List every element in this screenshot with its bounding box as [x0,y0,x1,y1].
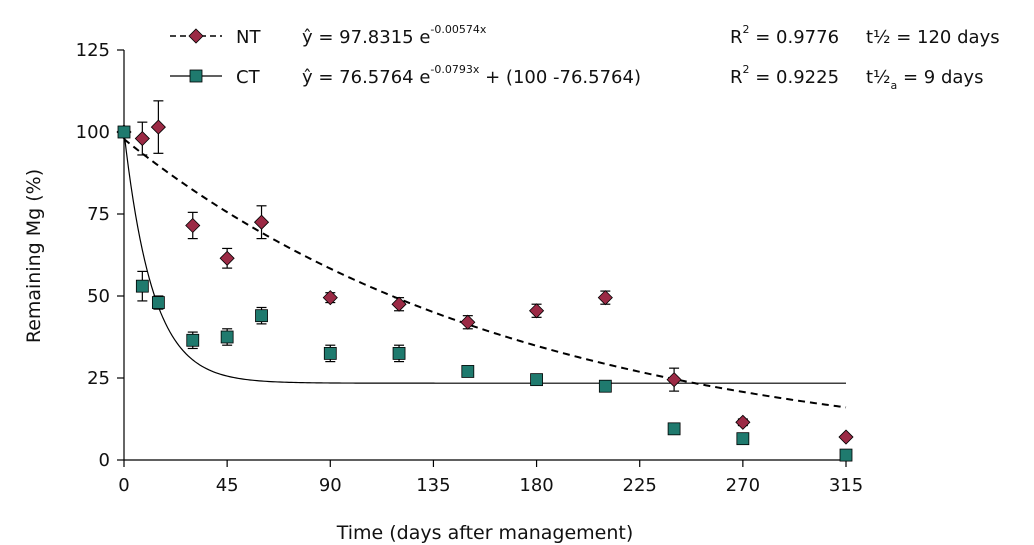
nt-point [150,119,166,135]
nt-point [219,250,235,266]
legend-entry-ct: CT ŷ = 76.5764 e-0.0793x + (100 -76.5764… [170,63,983,92]
y-tick-label: 125 [76,40,110,61]
nt-point [322,290,338,306]
x-tick-label: 45 [216,475,239,496]
y-tick-label: 100 [76,122,110,143]
ct-point [598,379,612,393]
nt-point [391,296,407,312]
y-tick-label: 75 [87,204,110,225]
y-tick-label: 0 [99,450,110,471]
x-ticks: 0 45 90 135 180 225 270 315 [118,460,863,496]
nt-half-life: t½ = 120 days [866,27,1000,48]
ct-point [323,346,337,360]
nt-r-squared: R2 = 0.9776 [730,23,839,48]
ct-point [117,125,131,139]
nt-point [597,290,613,306]
ct-point [220,330,234,344]
fit-curves [123,131,847,409]
x-axis-title: Time (days after management) [336,522,634,544]
nt-legend-label: NT [236,27,261,48]
x-tick-label: 90 [319,475,342,496]
ct-point [461,365,475,378]
ct-point [151,296,165,309]
y-ticks: 0 25 50 75 100 125 [76,40,124,471]
nt-point [666,372,682,388]
legend-entry-nt: NT ŷ = 97.8315 e-0.00574x R2 = 0.9776 t½… [170,23,1000,48]
ct-half-life: t½a = 9 days [866,67,983,92]
data-markers [116,119,854,462]
x-tick-label: 315 [829,475,863,496]
nt-fit-curve [123,138,847,409]
ct-point [667,422,681,436]
ct-fit-curve [123,131,846,384]
nt-point [253,214,270,230]
nt-point [460,314,476,330]
nt-point [838,429,854,445]
x-tick-label: 180 [519,475,553,496]
nt-point [185,217,201,234]
ct-point [186,333,200,347]
x-tick-label: 225 [623,475,657,496]
nt-point [529,303,545,319]
x-tick-label: 270 [726,475,760,496]
ct-point [135,279,149,293]
ct-point [530,373,543,387]
error-bars [119,100,851,440]
x-tick-label: 0 [118,475,129,496]
axes [123,50,848,461]
ct-r-squared: R2 = 0.9225 [730,63,839,88]
x-tick-label: 135 [416,475,450,496]
ct-legend-marker [189,69,203,83]
legend: NT ŷ = 97.8315 e-0.00574x R2 = 0.9776 t½… [170,23,1000,92]
ct-point [736,432,750,446]
nt-point [735,414,751,430]
ct-point [392,346,406,360]
ct-fit-equation: ŷ = 76.5764 e-0.0793x + (100 -76.5764) [302,63,641,88]
nt-fit-equation: ŷ = 97.8315 e-0.00574x [302,23,487,48]
ct-legend-label: CT [236,67,261,88]
nt-point [134,130,150,147]
y-tick-label: 50 [87,286,110,307]
ct-point [255,309,268,323]
nt-legend-marker [188,28,204,44]
y-axis-title: Remaining Mg (%) [23,169,45,343]
ct-point [839,448,853,462]
y-tick-label: 25 [87,368,110,389]
